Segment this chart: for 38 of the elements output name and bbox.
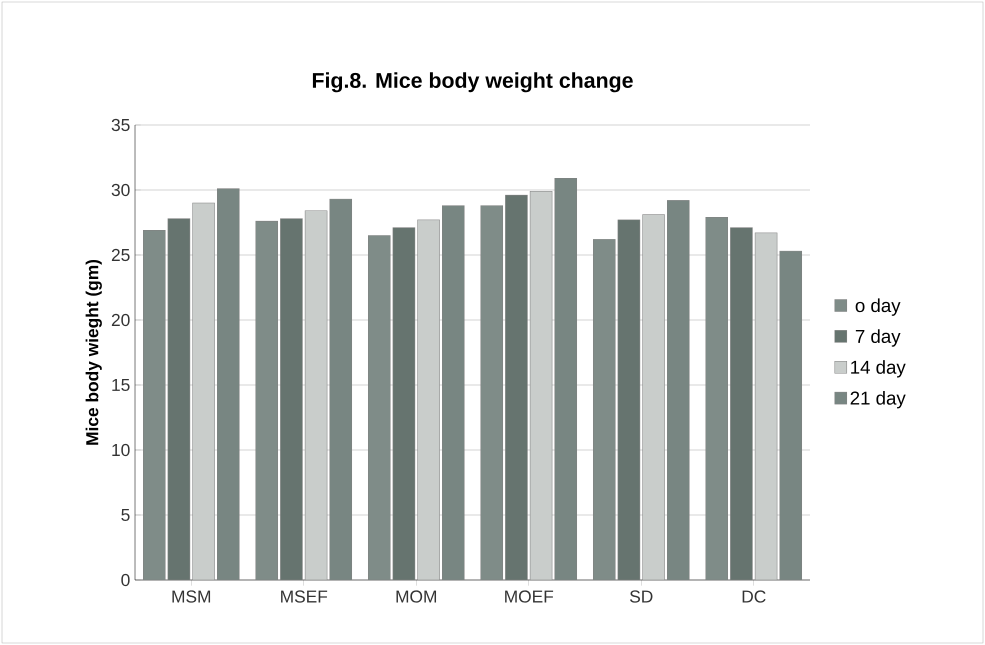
x-tick-label: SD [630, 590, 652, 603]
bar [666, 200, 690, 580]
y-tick-label: 0 [121, 574, 130, 586]
x-tick-label: MSM [172, 590, 210, 603]
legend-label: 21 day [850, 391, 906, 408]
y-tick-label: 5 [121, 508, 130, 522]
bar [730, 227, 753, 580]
bar [554, 178, 578, 580]
bar [329, 198, 352, 580]
x-tick-label: MSEF [281, 590, 328, 603]
chart-title: Fig.8. Mice body weight change [312, 72, 633, 92]
y-axis-title: Mice body wieght (gm) [86, 260, 102, 445]
bar [642, 214, 665, 580]
x-tick-label: DC [742, 590, 766, 603]
bar [417, 220, 440, 580]
bar [192, 202, 215, 580]
bar [530, 191, 552, 580]
legend-label: o day [856, 298, 901, 316]
x-tick-label: MOM [396, 590, 436, 603]
bar [779, 250, 802, 580]
y-tick-label: 25 [112, 248, 130, 262]
legend-label: 7 day [856, 329, 901, 347]
y-tick-label: 10 [112, 444, 130, 456]
bar [392, 227, 416, 580]
x-tick-label: MOEF [505, 590, 554, 603]
bar [618, 220, 640, 580]
y-tick-label: 30 [112, 184, 130, 196]
bar [304, 210, 328, 580]
y-tick-label: 35 [112, 118, 130, 132]
legend-label: 14 day [851, 360, 906, 378]
bar [168, 218, 190, 580]
bar [754, 232, 778, 580]
bar [505, 194, 528, 580]
y-tick-label: 20 [112, 314, 130, 326]
bar [216, 188, 240, 580]
bar [442, 205, 465, 580]
y-tick-label: 15 [112, 378, 130, 392]
bar [280, 218, 303, 580]
